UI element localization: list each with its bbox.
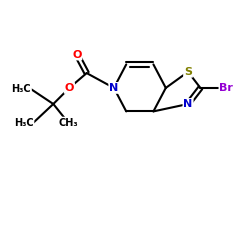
Text: N: N (184, 99, 193, 109)
Text: O: O (65, 83, 74, 93)
Text: Br: Br (220, 83, 233, 93)
Text: H₃C: H₃C (12, 84, 31, 94)
Text: H₃C: H₃C (14, 118, 34, 128)
Text: CH₃: CH₃ (58, 118, 78, 128)
Text: S: S (184, 67, 192, 77)
Text: N: N (109, 83, 118, 93)
Text: O: O (72, 50, 82, 59)
